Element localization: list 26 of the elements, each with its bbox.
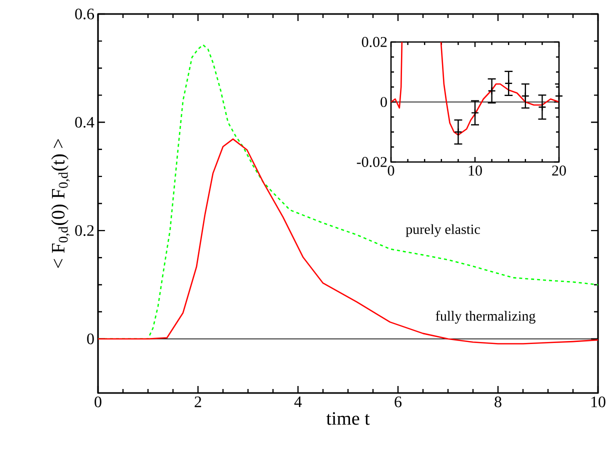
y-tick-label: 0	[87, 333, 94, 344]
point	[454, 128, 462, 136]
y-tick-label: 0.2	[75, 225, 94, 236]
x-tick-label: 4	[294, 396, 302, 408]
x-tick-label: 8	[494, 396, 502, 408]
x-tick-label: 0	[94, 396, 102, 408]
x-tick-label: 2	[194, 396, 202, 408]
y-axis-title: < F$_{0,d}$(0) F$_{0,d}$(t) >	[51, 139, 70, 268]
point	[488, 86, 496, 95]
point	[504, 79, 513, 88]
x-tick-label: 6	[394, 396, 402, 408]
y-tick-label: 0.4	[75, 116, 94, 128]
series-label: fully thermalizing	[436, 310, 536, 324]
y-tick-label: -0.02	[356, 156, 387, 168]
point	[538, 103, 546, 112]
y-tick-label: 0.02	[362, 36, 387, 48]
point	[521, 92, 530, 100]
series-label: purely elastic	[406, 224, 480, 237]
y-tick-label: 0.6	[75, 8, 94, 20]
x-tick-label: 10	[468, 166, 482, 176]
x-axis-title: time t	[326, 412, 370, 425]
y-tick-label: 0	[380, 96, 387, 108]
x-tick-label: 0	[388, 166, 394, 176]
x-tick-label: 20	[552, 166, 566, 176]
x-tick-label: 10	[591, 396, 606, 408]
point	[470, 108, 480, 117]
